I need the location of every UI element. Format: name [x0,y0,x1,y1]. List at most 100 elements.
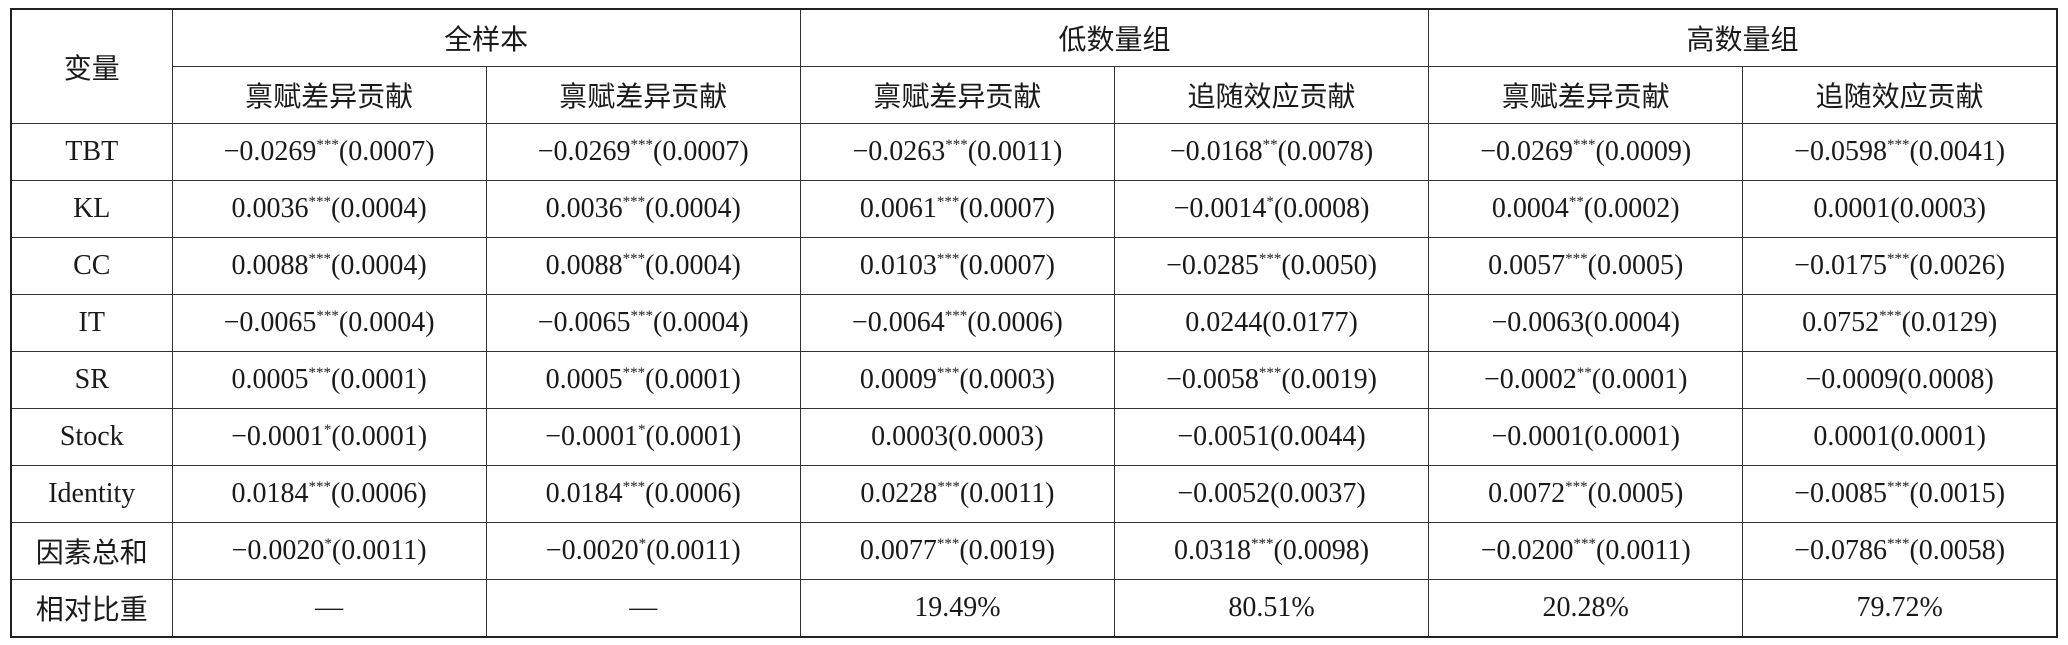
standard-error: (0.0050) [1281,250,1378,281]
cell: 0.0077***(0.0019) [799,522,1115,580]
cell: −0.0269***(0.0009) [1428,123,1744,181]
coefficient: −0.0001 [231,421,324,452]
standard-error: (0.0098) [1273,535,1370,566]
cell: — [485,579,801,638]
cell: 19.49% [799,579,1115,638]
coefficient: 0.0072 [1488,478,1566,509]
standard-error: (0.0005) [1587,478,1684,509]
cell: −0.0285***(0.0050) [1113,237,1430,295]
row-label: CC [10,237,173,295]
significance: *** [1886,479,1910,495]
data-row: TBT −0.0269***(0.0007) −0.0269***(0.0007) −… [10,123,2058,181]
coefficient: −0.0002 [1483,364,1577,395]
cell: 0.0184***(0.0006) [485,465,801,523]
data-row: 相对比重 — —19.49% 80.51% 20.28% 79.72% [10,579,2058,638]
cell: −0.0001(0.0001) [1428,408,1744,466]
coefficient: 0.0318 [1173,535,1251,566]
data-row: SR 0.0005***(0.0001) 0.0005***(0.0001) 0.00… [10,351,2058,409]
data-row: IT −0.0065***(0.0004) −0.0065***(0.0004) −0… [10,294,2058,352]
coefficient: 0.0009 [859,364,937,395]
coefficient: −0.0269 [223,136,317,167]
significance: *** [1258,251,1282,267]
cell: −0.0269***(0.0007) [171,123,487,181]
cell: 0.0318***(0.0098) [1113,522,1430,580]
coefficient: −0.0020 [231,535,325,566]
significance: *** [630,308,654,324]
significance: ** [1262,137,1278,153]
standard-error: (0.0129) [1901,307,1998,338]
subheader: 追随效应贡献 [1742,66,2058,124]
cell: 0.0001(0.0003) [1742,180,2058,238]
cell: −0.0002**(0.0001) [1428,351,1744,409]
coefficient: −0.0058 [1166,364,1259,395]
significance: * [638,536,647,552]
coefficient: 0.0088 [545,250,623,281]
cell: 0.0184***(0.0006) [171,465,487,523]
coefficient: −0.0269 [537,136,631,167]
significance: *** [937,479,960,495]
significance: *** [945,137,968,153]
standard-error: (0.0007) [959,250,1055,281]
coefficient: 0.0057 [1488,250,1566,281]
row-label: TBT [10,123,173,181]
standard-error: (0.0019) [1281,364,1378,395]
standard-error: (0.0011) [646,535,741,566]
cell: −0.0168**(0.0078) [1113,123,1430,181]
cell: 0.0088***(0.0004) [171,237,487,295]
significance: *** [1250,536,1274,552]
significance: * [323,422,332,438]
cell: 0.0088***(0.0004) [485,237,801,295]
coefficient: 0.0184 [231,478,309,509]
significance: *** [1886,137,1910,153]
cell: 0.0036***(0.0004) [171,180,487,238]
group-header: 低数量组 [799,8,1430,67]
significance: *** [936,365,960,381]
subheader: 禀赋差异贡献 [1428,66,1744,124]
significance: *** [622,479,646,495]
standard-error: (0.0011) [959,478,1055,509]
cell: −0.0175***(0.0026) [1742,237,2058,295]
coefficient: 0.0088 [231,250,309,281]
subheader: 追随效应贡献 [1113,66,1430,124]
cell: −0.0001*(0.0001) [485,408,801,466]
coefficient: −0.0285 [1166,250,1259,281]
significance: *** [622,365,646,381]
coefficient: 0.0004 [1491,193,1569,224]
cell: 0.0244(0.0177) [1113,294,1430,352]
standard-error: (0.0001) [1591,364,1688,395]
cell: −0.0051(0.0044) [1113,408,1430,466]
coefficient: −0.0175 [1794,250,1887,281]
group-header: 全样本 [171,8,801,67]
cell: 0.0752***(0.0129) [1742,294,2058,352]
cell: −0.0065***(0.0004) [171,294,487,352]
cell: 0.0228***(0.0011) [799,465,1115,523]
row-label: Stock [10,408,173,466]
data-row: KL 0.0036***(0.0004) 0.0036***(0.0004) 0.00… [10,180,2058,238]
subheader: 禀赋差异贡献 [485,66,801,124]
significance: ** [1576,365,1592,381]
significance: *** [1565,479,1588,495]
results-table: 变量 全样本 低数量组 高数量组 禀赋差异贡献 禀赋差异贡献 禀赋差异贡献 追随效应贡献 禀赋差… [10,8,2058,638]
standard-error: (0.0006) [331,478,427,509]
standard-error: (0.0004) [653,307,749,338]
significance: * [1266,194,1274,210]
cell: 0.0005***(0.0001) [485,351,801,409]
significance: *** [936,194,960,210]
standard-error: (0.0001) [331,421,428,452]
standard-error: (0.0026) [1909,250,2006,281]
coefficient: −0.0064 [851,307,945,338]
cell: −0.0001*(0.0001) [171,408,487,466]
standard-error: (0.0001) [645,421,742,452]
cell: 0.0061***(0.0007) [799,180,1115,238]
coefficient: −0.0001 [545,421,639,452]
coefficient: −0.0263 [852,136,946,167]
cell: −0.0269***(0.0007) [485,123,801,181]
row-label: 因素总和 [10,522,173,580]
standard-error: (0.0002) [1583,193,1680,224]
significance: *** [1886,536,1910,552]
significance: *** [308,365,332,381]
cell: −0.0065***(0.0004) [485,294,801,352]
significance: *** [316,137,339,153]
cell: −0.0020*(0.0011) [485,522,801,580]
cell: −0.0063(0.0004) [1428,294,1744,352]
